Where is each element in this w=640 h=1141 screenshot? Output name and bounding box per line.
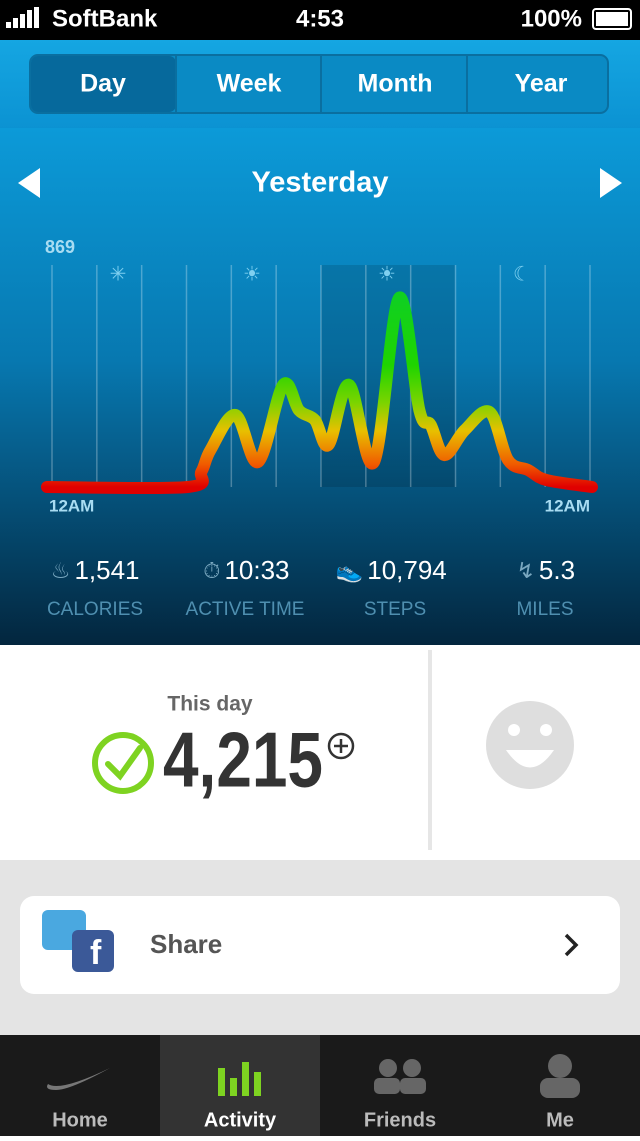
segment-label[interactable]: Year xyxy=(515,70,568,98)
battery-icon xyxy=(592,8,632,30)
signal xyxy=(6,7,39,28)
stat-value: 1,541 xyxy=(74,555,139,585)
clock: 4:53 xyxy=(296,5,344,32)
svg-text:✳: ✳ xyxy=(110,263,127,285)
summary-caption: This day xyxy=(167,693,253,716)
share-button[interactable] xyxy=(20,896,620,994)
status-bar xyxy=(0,0,640,40)
facebook-glyph: f xyxy=(90,934,102,972)
stat-label: MILES xyxy=(516,599,573,620)
stat-label: STEPS xyxy=(364,599,426,620)
tab-label[interactable]: Activity xyxy=(204,1109,277,1131)
tab-label[interactable]: Friends xyxy=(364,1109,436,1131)
me-icon xyxy=(540,1054,580,1098)
stat-value: 5.3 xyxy=(539,555,575,585)
x-tick-label: 12AM xyxy=(545,496,590,515)
segment-label[interactable]: Day xyxy=(80,70,126,98)
smiley-eye xyxy=(508,724,520,736)
plot: 869 12AM 12AM xyxy=(41,237,598,515)
facebook-icon xyxy=(72,930,114,972)
stat-icon: ↯ xyxy=(516,558,534,583)
battery-level xyxy=(596,12,628,26)
tab-labels: Day Week Month Year xyxy=(80,70,568,98)
friends-icon xyxy=(374,1059,426,1094)
x-tick-label: 12AM xyxy=(49,496,94,515)
stat-value: 10:33 xyxy=(224,555,289,585)
svg-text:☀: ☀ xyxy=(243,263,261,285)
stat-value: 10,794 xyxy=(367,555,447,585)
plus-icon[interactable] xyxy=(327,732,355,760)
active-tab xyxy=(160,1035,320,1136)
stat-label: ACTIVE TIME xyxy=(186,599,305,620)
tab-label[interactable]: Me xyxy=(546,1109,574,1131)
card-divider xyxy=(428,650,432,850)
share-label: Share xyxy=(150,929,222,959)
segment-label[interactable]: Week xyxy=(217,70,282,98)
smiley-mouth xyxy=(506,750,554,768)
stat-icon: 👟 xyxy=(336,558,363,584)
segment-dividers xyxy=(175,56,468,112)
time-icons: ✳ ☀ ☀ ☾ xyxy=(110,263,531,285)
svg-text:☀: ☀ xyxy=(378,263,396,285)
smiley-eye xyxy=(540,724,552,736)
tab-label[interactable]: Home xyxy=(52,1109,108,1131)
stats: 1,541 CALORIES 10:33 ACTIVE TIME 10,794 STEPS… xyxy=(47,555,575,620)
stat-label: CALORIES xyxy=(47,599,143,620)
activity-icon xyxy=(218,1062,261,1096)
svg-text:☾: ☾ xyxy=(513,263,531,285)
goal-check xyxy=(105,745,143,781)
battery-text: 100% xyxy=(521,5,582,32)
previous-arrow[interactable] xyxy=(18,168,40,198)
carrier: SoftBank xyxy=(52,5,158,32)
tab-labels: Home Activity Friends Me xyxy=(52,1109,574,1131)
activity-line xyxy=(41,291,598,495)
fuel-value: 4,215 xyxy=(163,716,323,804)
plus-sign xyxy=(334,739,348,753)
period-title: Yesterday xyxy=(251,167,388,199)
chart-panel xyxy=(0,128,640,645)
smiley xyxy=(486,701,574,789)
selected-segment xyxy=(31,56,176,112)
stat-icon: ⏱ xyxy=(203,558,220,583)
y-tick-label: 869 xyxy=(45,237,75,257)
share-chevron xyxy=(564,933,579,957)
stat-icon: ♨ xyxy=(51,558,71,583)
segment-label[interactable]: Month xyxy=(358,70,433,98)
goal-check-ring xyxy=(92,732,154,794)
next-arrow[interactable] xyxy=(600,168,622,198)
home-icon xyxy=(47,1068,110,1090)
